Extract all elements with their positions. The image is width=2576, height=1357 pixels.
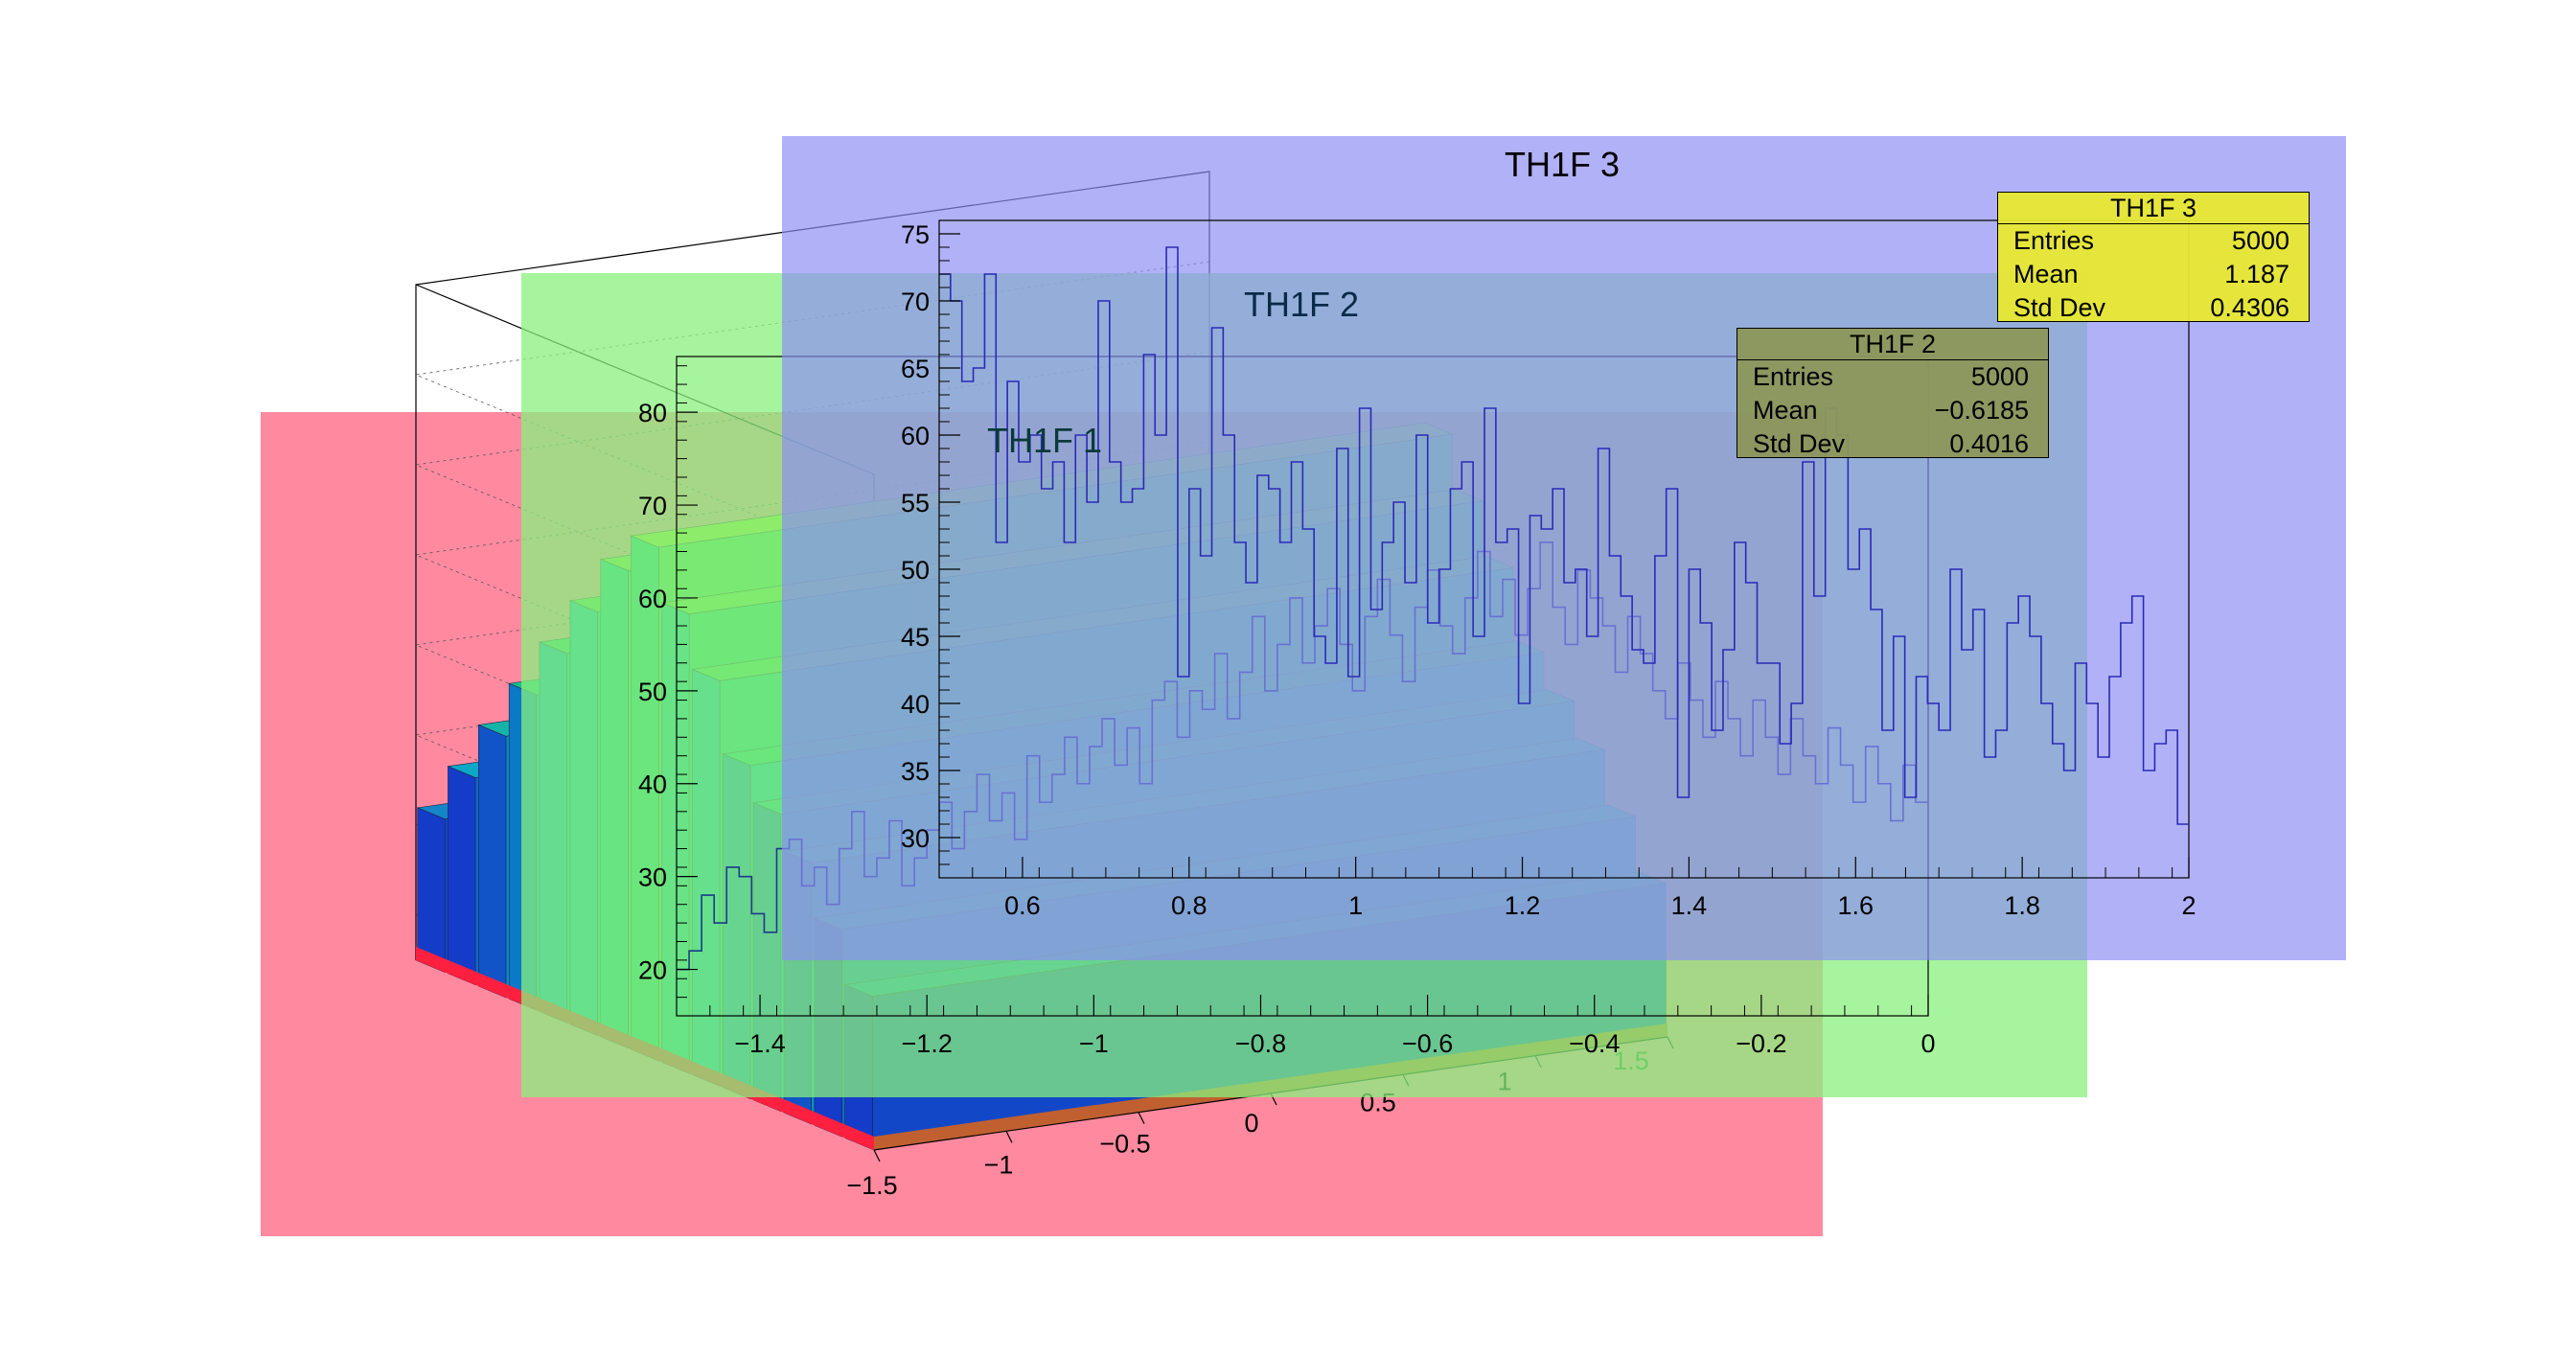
entries-value: 5000 bbox=[2231, 226, 2289, 255]
lego-x-tick-label: −1.5 bbox=[846, 1171, 897, 1200]
y-tick-label: 70 bbox=[901, 288, 930, 316]
mean-label: Mean bbox=[2013, 260, 2079, 288]
x-tick-label: −1 bbox=[1079, 1029, 1109, 1058]
y-tick-label: 50 bbox=[638, 678, 667, 706]
lego-bar-side bbox=[448, 766, 476, 986]
y-tick-label: 50 bbox=[901, 556, 930, 585]
y-tick-label: 55 bbox=[901, 489, 930, 518]
lego-x-tick bbox=[873, 1149, 881, 1162]
std-dev-label: Std Dev bbox=[1753, 429, 1846, 458]
y-tick-label: 65 bbox=[901, 355, 930, 383]
x-tick-label: 1.2 bbox=[1505, 891, 1541, 920]
x-tick-label: 2 bbox=[2181, 891, 2196, 920]
x-tick-label: 1.8 bbox=[2004, 891, 2040, 920]
x-tick-label: −0.2 bbox=[1736, 1029, 1786, 1058]
lego-x-tick-label: −1 bbox=[984, 1150, 1014, 1179]
std-dev-value: 0.4306 bbox=[2210, 293, 2289, 322]
title-th1f-2: TH1F 2 bbox=[1244, 285, 1359, 324]
entries-value: 5000 bbox=[1970, 362, 2029, 391]
x-tick-label: −0.4 bbox=[1569, 1029, 1620, 1058]
y-tick-label: 20 bbox=[638, 956, 667, 985]
y-tick-label: 75 bbox=[901, 220, 930, 249]
lego-bar-side bbox=[417, 807, 446, 973]
stats-box-th1f-3[interactable]: TH1F 3 Entries 5000 Mean 1.187 Std Dev 0.43… bbox=[1997, 192, 2310, 322]
plot-frame bbox=[938, 219, 2190, 879]
y-tick-label: 45 bbox=[901, 623, 930, 652]
entries-label: Entries bbox=[2013, 226, 2095, 255]
lego-x-tick-label: −0.5 bbox=[1099, 1130, 1150, 1159]
stats-title: TH1F 3 bbox=[1998, 193, 2309, 224]
x-tick-label: 0 bbox=[1920, 1029, 1935, 1058]
y-tick-label: 30 bbox=[638, 863, 667, 892]
entries-label: Entries bbox=[1753, 362, 1834, 391]
mean-value: −0.6185 bbox=[1934, 396, 2029, 425]
x-tick-label: 0.8 bbox=[1171, 891, 1208, 920]
y-tick-label: 35 bbox=[901, 757, 930, 786]
lego-x-tick bbox=[1138, 1112, 1145, 1124]
x-tick-label: −1.2 bbox=[902, 1029, 953, 1058]
x-tick-label: 0.6 bbox=[1004, 891, 1041, 920]
x-tick-label: 1 bbox=[1348, 891, 1363, 920]
mean-label: Mean bbox=[1753, 396, 1818, 425]
histogram-3: 0.6 0.8 1 1.2 1.4 1.6 1.8 2 30 35 40 45 50 55 60 65 70 75 bbox=[901, 219, 2196, 920]
std-dev-label: Std Dev bbox=[2013, 293, 2106, 322]
y-tick-label: 40 bbox=[638, 770, 667, 799]
y-tick-label: 70 bbox=[638, 492, 667, 520]
title-th1f-3: TH1F 3 bbox=[1505, 145, 1620, 184]
mean-value: 1.187 bbox=[2224, 260, 2289, 288]
std-dev-value: 0.4016 bbox=[1949, 429, 2029, 458]
y-tick-label: 60 bbox=[638, 585, 667, 613]
y-tick-label: 60 bbox=[901, 422, 930, 450]
histogram-step-line bbox=[939, 246, 2189, 825]
y-tick-label: 30 bbox=[901, 824, 930, 853]
title-th1f-1: TH1F 1 bbox=[987, 421, 1102, 460]
stats-title: TH1F 2 bbox=[1737, 329, 2048, 360]
stats-box-th1f-2[interactable]: TH1F 2 Entries 5000 Mean −0.6185 Std Dev 0.… bbox=[1736, 328, 2049, 458]
histogram-2: −1.4 −1.2 −1 −0.8 −0.6 −0.4 −0.2 0 20 30 40 50 60 70 8… bbox=[638, 356, 1936, 1058]
x-tick-label: 1.4 bbox=[1671, 891, 1708, 920]
lego-x-tick-label: 0 bbox=[1244, 1109, 1258, 1138]
x-tick-label: −1.4 bbox=[734, 1029, 785, 1058]
lego-bar-side bbox=[478, 724, 507, 999]
x-tick-label: −0.6 bbox=[1402, 1029, 1453, 1058]
y-tick-label: 40 bbox=[901, 690, 930, 719]
y-tick-label: 80 bbox=[638, 399, 667, 427]
x-tick-label: −0.8 bbox=[1235, 1029, 1286, 1058]
lego-x-tick bbox=[1005, 1131, 1013, 1143]
x-tick-label: 1.6 bbox=[1837, 891, 1874, 920]
